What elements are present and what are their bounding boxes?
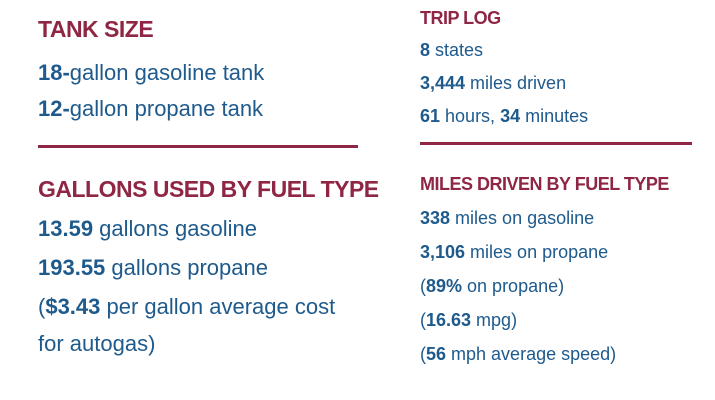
gallons-used-heading: GALLONS USED BY FUEL TYPE [38,176,379,202]
trip-miles: 3,444 miles driven [420,73,567,93]
trip-duration: 61 hours, 34 minutes [420,106,589,126]
tank-size-gasoline: 18-gallon gasoline tank [38,60,265,85]
trip-states: 8 states [420,40,484,60]
left-divider [38,145,358,148]
mpg-line: (16.63 mpg) [420,310,518,330]
miles-by-fuel-heading: MILES DRIVEN BY FUEL TYPE [420,174,669,194]
right-divider [420,142,692,145]
avg-speed-line: (56 mph average speed) [420,344,617,364]
gallons-propane: 193.55 gallons propane [38,255,268,280]
propane-percent: (89% on propane) [420,276,565,296]
avg-cost-line: ($3.43 per gallon average cost [38,294,336,319]
miles-gasoline: 338 miles on gasoline [420,208,595,228]
tank-size-propane: 12-gallon propane tank [38,96,264,121]
gallons-gasoline: 13.59 gallons gasoline [38,216,257,241]
tank-size-heading: TANK SIZE [38,16,154,42]
trip-log-heading: TRIP LOG [420,8,501,28]
miles-propane: 3,106 miles on propane [420,242,609,262]
avg-cost-line-2: for autogas) [38,331,156,356]
